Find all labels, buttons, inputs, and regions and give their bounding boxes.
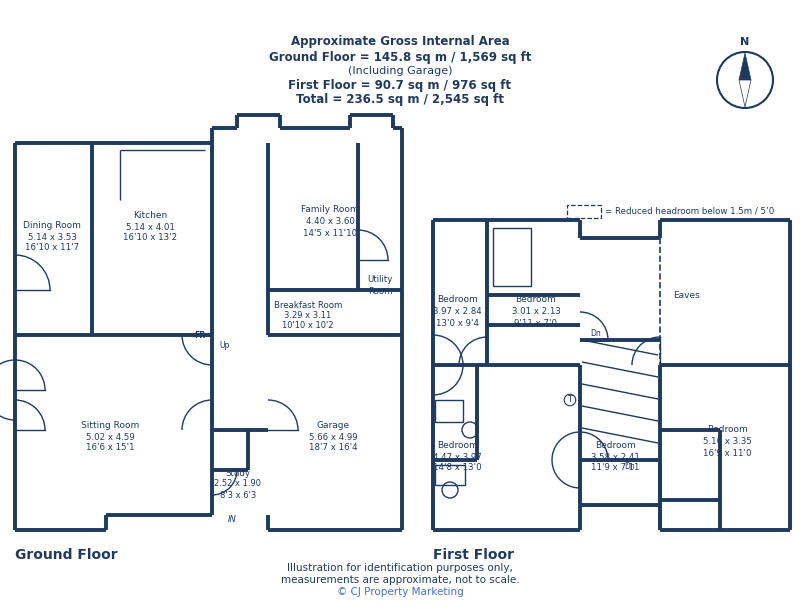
Text: Room: Room — [368, 287, 392, 296]
Text: 4.47 x 3.97: 4.47 x 3.97 — [433, 453, 482, 461]
Text: Up: Up — [220, 340, 230, 349]
Text: 3.97 x 2.84: 3.97 x 2.84 — [433, 307, 482, 316]
Text: 16'10 x 13'2: 16'10 x 13'2 — [123, 233, 177, 243]
Text: 5.14 x 4.01: 5.14 x 4.01 — [126, 222, 174, 232]
Bar — [435, 465, 465, 485]
Polygon shape — [739, 53, 751, 80]
Text: 13'0 x 9'4: 13'0 x 9'4 — [435, 318, 478, 327]
Text: Ground Floor = 145.8 sq m / 1,569 sq ft: Ground Floor = 145.8 sq m / 1,569 sq ft — [269, 51, 531, 64]
Text: Bedroom: Bedroom — [437, 441, 478, 450]
Text: Sitting Room: Sitting Room — [81, 420, 139, 430]
Text: 2.52 x 1.90: 2.52 x 1.90 — [214, 480, 262, 489]
Text: Dining Room: Dining Room — [23, 221, 81, 230]
Text: 3.58 x 2.41: 3.58 x 2.41 — [590, 453, 639, 461]
Bar — [493, 228, 531, 286]
Text: 8'3 x 6'3: 8'3 x 6'3 — [220, 491, 256, 500]
Text: Bedroom: Bedroom — [437, 296, 478, 304]
Text: Bedroom: Bedroom — [516, 296, 556, 304]
Text: First Floor = 90.7 sq m / 976 sq ft: First Floor = 90.7 sq m / 976 sq ft — [289, 78, 511, 92]
Text: 18'7 x 16'4: 18'7 x 16'4 — [309, 444, 358, 453]
Text: Garage: Garage — [317, 420, 350, 430]
Polygon shape — [739, 80, 751, 107]
Bar — [435, 400, 463, 422]
Text: Approximate Gross Internal Area: Approximate Gross Internal Area — [290, 35, 510, 48]
Text: 3.01 x 2.13: 3.01 x 2.13 — [511, 307, 561, 316]
Text: Illustration for identification purposes only,: Illustration for identification purposes… — [287, 563, 513, 573]
Text: 16'6 x 15'1: 16'6 x 15'1 — [86, 444, 134, 453]
Text: 3.29 x 3.11: 3.29 x 3.11 — [284, 312, 332, 321]
Text: Bedroom: Bedroom — [706, 425, 747, 434]
Text: 9'11 x 7'0: 9'11 x 7'0 — [514, 318, 558, 327]
Text: Utility: Utility — [367, 276, 393, 285]
Text: = Reduced headroom below 1.5m / 5’0: = Reduced headroom below 1.5m / 5’0 — [605, 207, 774, 216]
Text: Total = 236.5 sq m / 2,545 sq ft: Total = 236.5 sq m / 2,545 sq ft — [296, 92, 504, 106]
Text: 11'9 x 7'11: 11'9 x 7'11 — [590, 464, 639, 472]
Text: 4.40 x 3.60: 4.40 x 3.60 — [306, 218, 354, 227]
Text: Ground Floor: Ground Floor — [15, 548, 118, 562]
Text: 14'8 x 13'0: 14'8 x 13'0 — [433, 464, 482, 472]
Text: 5.02 x 4.59: 5.02 x 4.59 — [86, 433, 134, 442]
Text: 16'10 x 11'7: 16'10 x 11'7 — [25, 244, 79, 252]
Text: © CJ Property Marketing: © CJ Property Marketing — [337, 587, 463, 597]
Text: Bedroom: Bedroom — [594, 441, 635, 450]
Text: IN: IN — [228, 516, 236, 524]
Text: N: N — [740, 37, 750, 47]
Text: Dn: Dn — [590, 329, 601, 338]
Text: 14'5 x 11'10: 14'5 x 11'10 — [303, 229, 357, 238]
Text: First Floor: First Floor — [433, 548, 514, 562]
Text: measurements are approximate, not to scale.: measurements are approximate, not to sca… — [281, 575, 519, 585]
Text: 5.66 x 4.99: 5.66 x 4.99 — [309, 433, 358, 442]
Bar — [567, 205, 601, 218]
Text: (Including Garage): (Including Garage) — [348, 66, 452, 76]
Text: 5.10 x 3.35: 5.10 x 3.35 — [702, 437, 751, 447]
Text: Kitchen: Kitchen — [133, 211, 167, 219]
Text: 10'10 x 10'2: 10'10 x 10'2 — [282, 321, 334, 331]
Text: Eaves: Eaves — [673, 290, 699, 299]
Text: Dn: Dn — [624, 462, 634, 471]
Text: Breakfast Room: Breakfast Room — [274, 301, 342, 310]
Text: Study: Study — [226, 469, 250, 478]
Text: 16'9 x 11'0: 16'9 x 11'0 — [702, 448, 751, 458]
Text: FR: FR — [194, 331, 206, 340]
Text: 5.14 x 3.53: 5.14 x 3.53 — [27, 233, 77, 241]
Text: T: T — [567, 395, 573, 404]
Text: Family Room: Family Room — [301, 205, 359, 214]
